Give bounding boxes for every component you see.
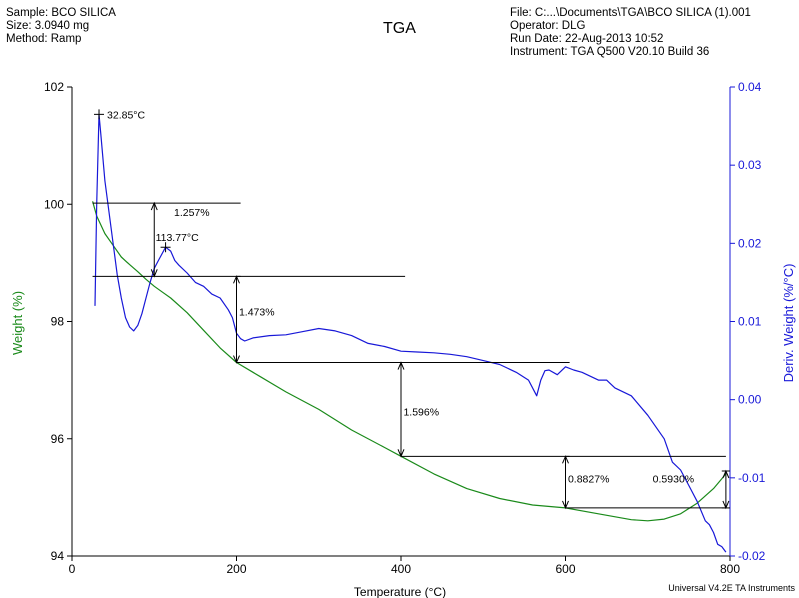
y2-tick-label: 0.04 [738,80,762,94]
step-arrow-up [397,361,405,370]
header-left-info: Sample: BCO SILICA Size: 3.0940 mg Metho… [6,7,116,46]
y2-tick-label: 0.02 [738,236,762,250]
footer-credit: Universal V4.2E TA Instruments [668,583,795,593]
step-arrow-up [562,455,569,464]
x-tick-label: 600 [555,562,575,576]
step-label: 0.8827% [568,474,609,486]
step-arrow-down [722,500,730,510]
series-layer [92,113,727,553]
instrument-text: Instrument: TGA Q500 V20.10 Build 36 [510,46,710,58]
step-arrow-down [150,269,158,278]
peak-label: 32.85°C [107,109,145,121]
y2-tick-label: -0.02 [738,549,766,563]
step-arrow-up [233,275,240,284]
x-tick-label: 800 [720,562,740,576]
y-tick-label: 94 [51,549,65,563]
peak-label: 113.77°C [156,232,200,244]
run-date-text: Run Date: 22-Aug-2013 10:52 [510,33,664,45]
x-axis-label: Temperature (°C) [354,585,446,598]
annotation-layer: 1.257% 1.473% 1.596% 0.8827% 0.5930% 32.85°C 1… [92,109,730,510]
y-tick-label: 100 [44,197,64,211]
step-arrow-down [233,355,240,364]
y-tick-label: 96 [51,432,65,446]
y-tick-label: 98 [51,315,65,329]
step-label: 0.5930% [653,474,694,486]
step-arrow-up [722,469,730,479]
step-arrow-up [150,201,158,211]
y2-tick-label: 0.03 [738,158,762,172]
plot-axes: 0 200 400 600 800 94 96 98 100 102 -0.02 -0.01 0.00 0… [44,80,766,576]
y-axis-label: Weight (%) [10,291,25,355]
weight-series-line [92,201,727,522]
y2-axis-label: Deriv. Weight (%/°C) [781,264,796,383]
file-text: File: C:...\Documents\TGA\BCO SILICA (1)… [510,7,751,19]
chart-title: TGA [383,20,416,37]
y2-tick-label: 0.00 [738,393,762,407]
x-tick-label: 400 [391,562,411,576]
step-arrow-down [397,449,405,458]
step-label: 1.473% [239,307,275,319]
step-label: 1.257% [174,207,210,219]
x-tick-label: 200 [226,562,246,576]
x-tick-label: 0 [69,562,76,576]
deriv-series-line [94,113,727,553]
y2-tick-label: -0.01 [738,471,766,485]
y2-tick-label: 0.01 [738,315,762,329]
y-tick-label: 102 [44,80,64,94]
header-right-info: File: C:...\Documents\TGA\BCO SILICA (1)… [510,7,751,59]
operator-text: Operator: DLG [510,20,586,32]
method-text: Method: Ramp [6,33,82,45]
step-arrow-down [562,500,569,510]
sample-text: Sample: BCO SILICA [6,7,116,19]
step-label: 1.596% [403,406,439,418]
size-text: Size: 3.0940 mg [6,20,90,32]
